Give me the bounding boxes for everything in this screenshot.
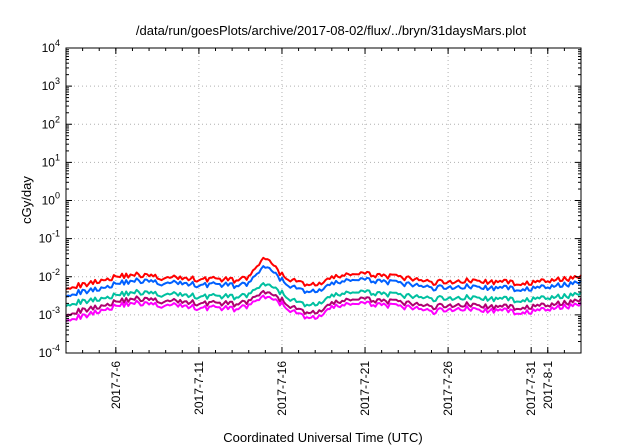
series-line [65,265,582,298]
y-tick-base: 10 [42,155,56,169]
grid [66,48,581,353]
y-tick-label: 10-1 [39,229,60,246]
y-tick-exponent: 0 [55,191,60,201]
x-tick-label: 2017-7-26 [441,361,455,416]
series-lines [65,256,582,323]
y-tick-base: 10 [42,117,56,131]
y-tick-base: 10 [42,194,56,208]
y-tick-label: 101 [42,152,60,169]
x-tick-label: 2017-8-1 [541,361,555,409]
y-tick-label: 10-4 [39,343,60,360]
y-tick-base: 10 [39,346,53,360]
y-tick-label: 103 [42,76,60,93]
y-tick-exponent: 4 [55,38,60,48]
y-tick-base: 10 [42,41,56,55]
series-line [65,256,582,291]
x-tick-label: 2017-7-31 [524,361,538,416]
y-tick-base: 10 [39,308,53,322]
series-line [65,294,582,323]
series-line [65,289,582,317]
y-tick-exponent: 1 [55,152,60,162]
y-tick-label: 10-2 [39,267,60,284]
x-axis-label: Coordinated Universal Time (UTC) [223,430,422,445]
y-tick-exponent: -4 [52,343,60,353]
y-tick-exponent: -2 [52,267,60,277]
y-tick-exponent: -3 [52,305,60,315]
x-tick-label: 2017-7-21 [358,361,372,416]
chart-title: /data/run/goesPlots/archive/2017-08-02/f… [136,23,527,38]
y-tick-exponent: 3 [55,76,60,86]
y-tick-base: 10 [39,232,53,246]
x-axis: 2017-7-6 2017-7-11 2017-7-16 2017-7-21 2017-… [82,48,565,416]
y-tick-exponent: -1 [52,229,60,239]
x-tick-label: 2017-7-6 [109,361,123,409]
series-line [65,282,582,308]
y-tick-base: 10 [42,79,56,93]
y-tick-base: 10 [39,270,53,284]
y-tick-label: 10-3 [39,305,60,322]
y-tick-label: 100 [42,191,60,208]
x-tick-label: 2017-7-16 [275,361,289,416]
plot-frame [65,47,582,354]
y-axis-label: cGy/day [19,176,34,224]
y-tick-label: 102 [42,114,60,131]
y-tick-exponent: 2 [55,114,60,124]
y-tick-label: 104 [42,38,60,55]
x-tick-label: 2017-7-11 [192,361,206,415]
